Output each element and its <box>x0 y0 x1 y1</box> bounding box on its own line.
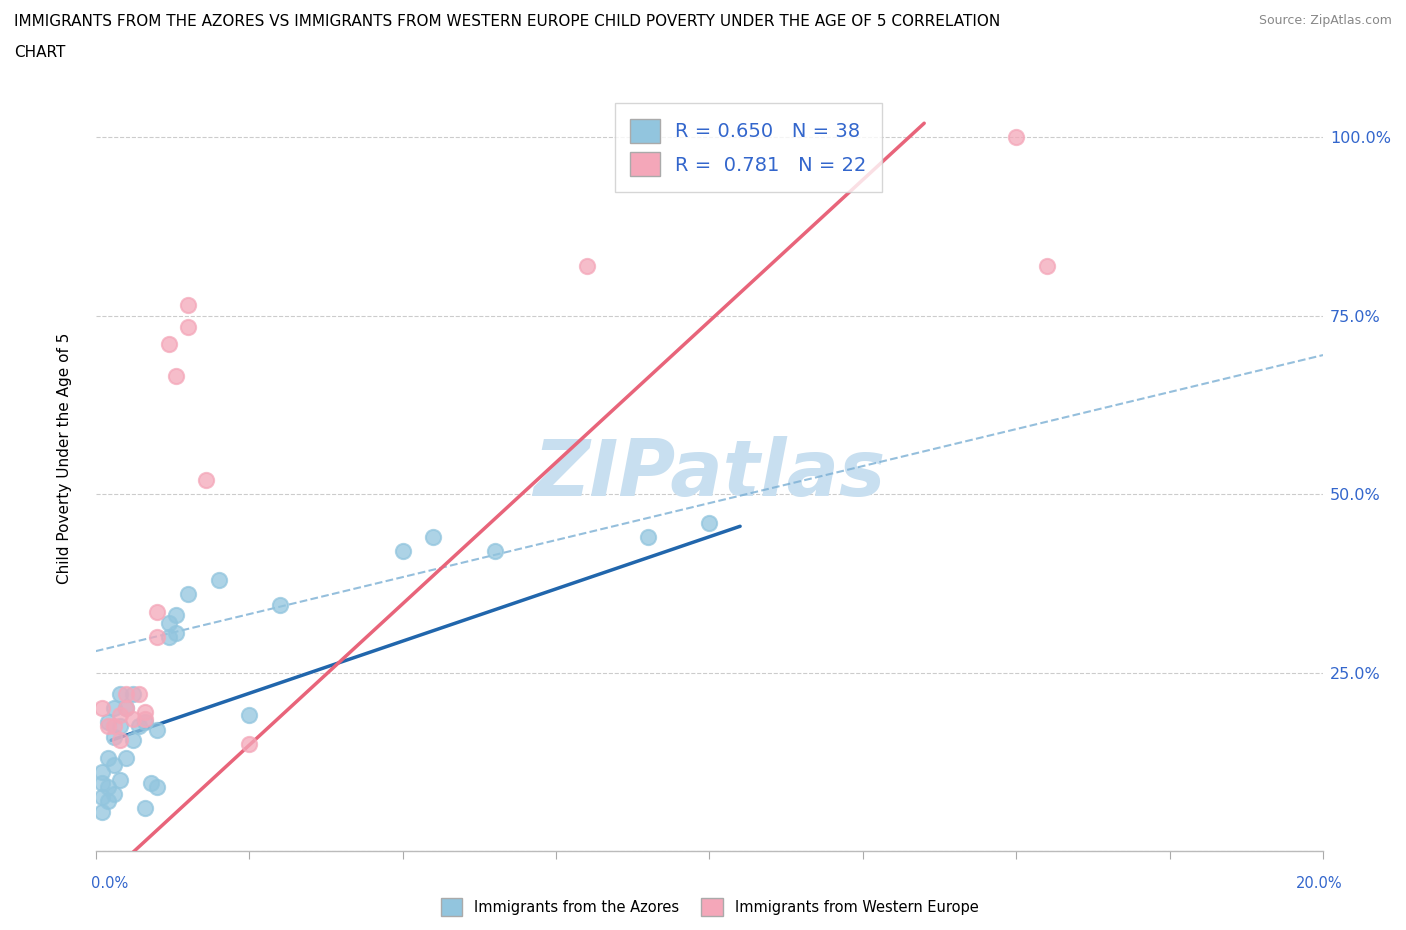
Point <box>139 776 162 790</box>
Text: CHART: CHART <box>14 45 66 60</box>
Point <box>134 704 156 719</box>
Point <box>110 708 132 723</box>
Text: IMMIGRANTS FROM THE AZORES VS IMMIGRANTS FROM WESTERN EUROPE CHILD POVERTY UNDER: IMMIGRANTS FROM THE AZORES VS IMMIGRANTS… <box>14 14 1000 29</box>
Point <box>97 751 120 765</box>
Point <box>128 686 150 701</box>
Point <box>90 776 112 790</box>
Point <box>177 587 200 602</box>
Text: 20.0%: 20.0% <box>1296 876 1343 891</box>
Point <box>115 700 138 715</box>
Point <box>146 779 169 794</box>
Point <box>110 719 132 734</box>
Point <box>159 615 181 630</box>
Point <box>575 259 598 273</box>
Point <box>637 529 659 544</box>
Point <box>121 686 143 701</box>
Point <box>159 337 181 352</box>
Y-axis label: Child Poverty Under the Age of 5: Child Poverty Under the Age of 5 <box>58 333 72 584</box>
Point <box>103 758 125 773</box>
Text: ZIPatlas: ZIPatlas <box>533 436 886 512</box>
Point <box>238 708 260 723</box>
Point <box>207 572 229 587</box>
Legend: R = 0.650   N = 38, R =  0.781   N = 22: R = 0.650 N = 38, R = 0.781 N = 22 <box>614 103 882 192</box>
Point <box>90 700 112 715</box>
Point <box>165 369 187 384</box>
Point <box>97 715 120 730</box>
Point <box>110 686 132 701</box>
Point <box>1036 259 1059 273</box>
Point <box>115 700 138 715</box>
Point <box>146 630 169 644</box>
Point <box>177 319 200 334</box>
Point <box>90 790 112 804</box>
Point <box>90 765 112 780</box>
Point <box>97 793 120 808</box>
Point <box>97 779 120 794</box>
Point <box>103 700 125 715</box>
Point <box>1005 130 1028 145</box>
Point <box>484 544 506 559</box>
Point <box>391 544 413 559</box>
Point <box>159 630 181 644</box>
Point <box>195 472 218 487</box>
Point <box>97 719 120 734</box>
Point <box>177 298 200 312</box>
Point <box>103 729 125 744</box>
Point <box>134 801 156 816</box>
Point <box>110 772 132 787</box>
Point <box>146 604 169 619</box>
Point <box>134 715 156 730</box>
Point <box>115 686 138 701</box>
Point <box>103 719 125 734</box>
Point <box>103 787 125 802</box>
Point <box>422 529 444 544</box>
Point <box>121 711 143 726</box>
Point <box>110 733 132 748</box>
Point <box>121 733 143 748</box>
Point <box>128 719 150 734</box>
Point <box>90 804 112 819</box>
Text: Source: ZipAtlas.com: Source: ZipAtlas.com <box>1258 14 1392 27</box>
Point <box>238 737 260 751</box>
Point <box>115 751 138 765</box>
Point <box>699 515 721 530</box>
Point <box>165 608 187 623</box>
Point <box>165 626 187 641</box>
Point <box>269 597 291 612</box>
Text: 0.0%: 0.0% <box>91 876 128 891</box>
Point <box>134 711 156 726</box>
Point <box>146 723 169 737</box>
